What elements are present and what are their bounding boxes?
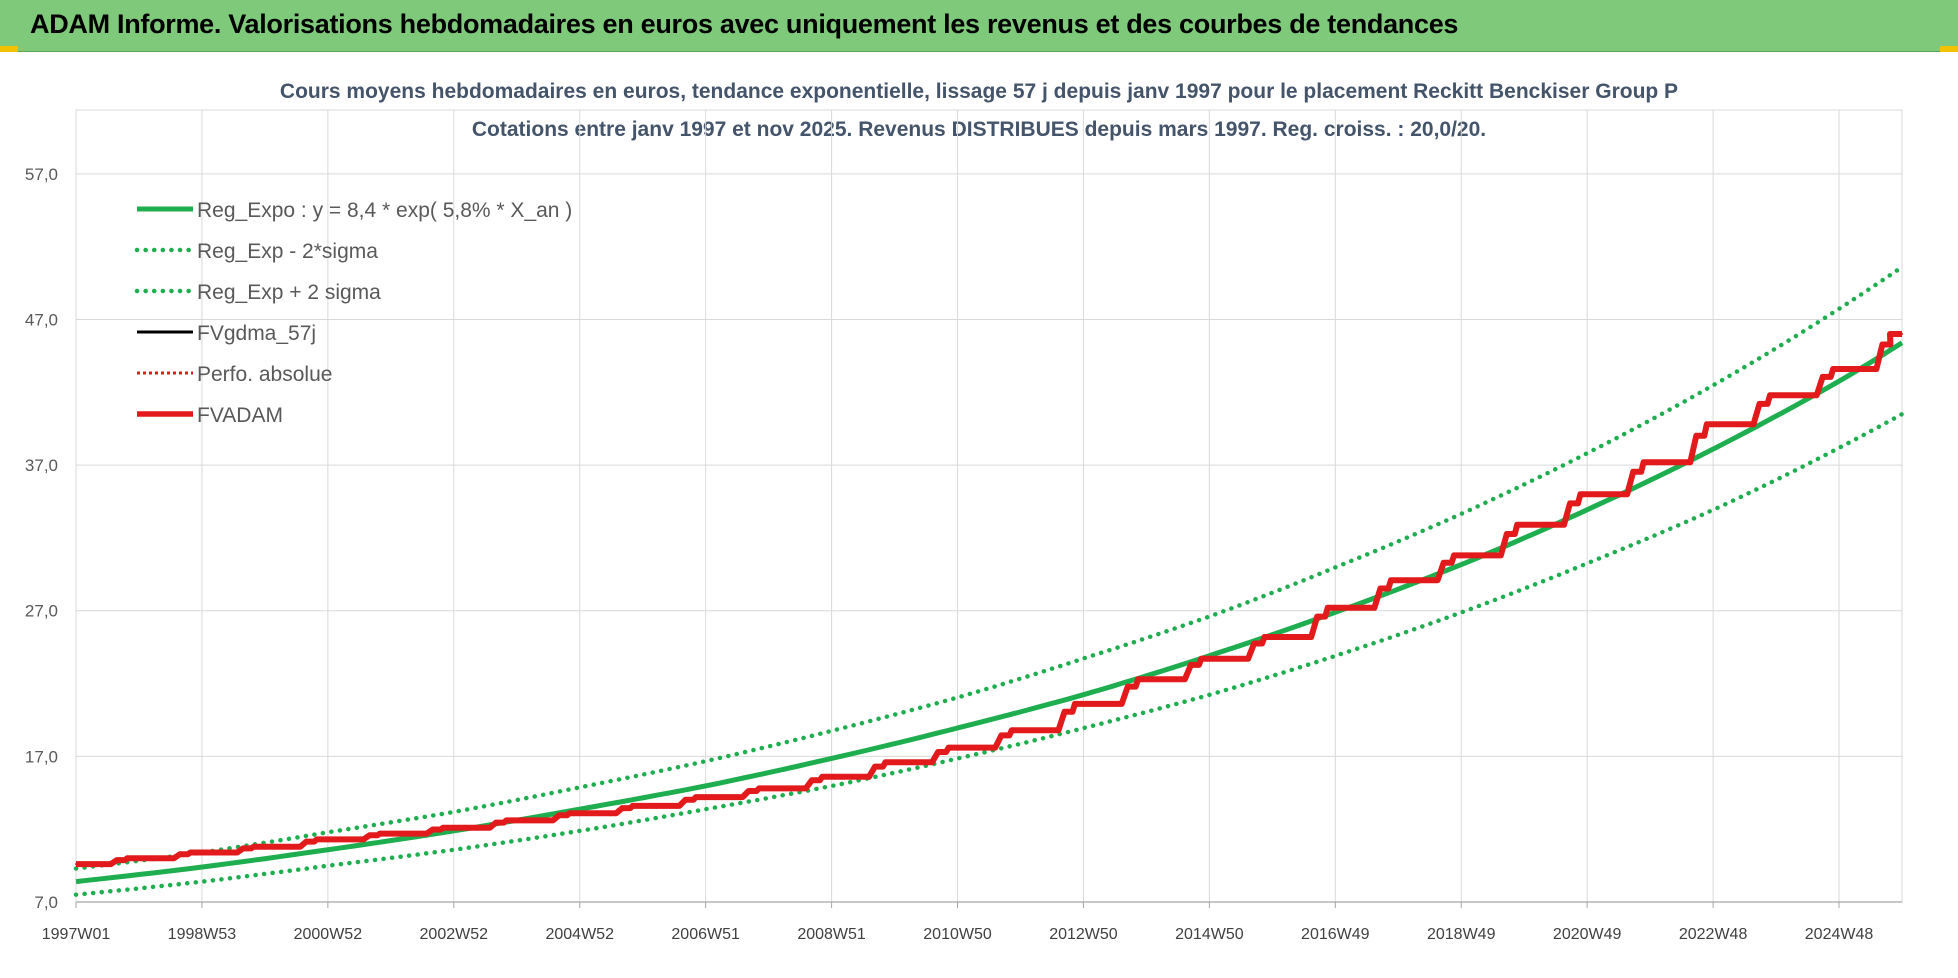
y-tick-label: 57,0 <box>25 165 58 184</box>
chart-subtitle: Cotations entre janv 1997 et nov 2025. R… <box>471 118 1487 141</box>
corner-marker <box>1940 46 1958 52</box>
chart-title: Cours moyens hebdomadaires en euros, ten… <box>279 80 1679 103</box>
legend-label: Reg_Expo : y = 8,4 * exp( 5,8% * X_an ) <box>197 199 572 222</box>
series-line-1 <box>73 411 1905 897</box>
y-tick-label: 37,0 <box>25 456 58 475</box>
y-axis: 7,0 17,0 27,0 37,0 47,0 57,0 <box>25 165 58 912</box>
x-tick-label: 2010W50 <box>923 926 992 943</box>
y-tick-label: 7,0 <box>34 893 58 912</box>
corner-marker <box>0 46 18 52</box>
y-tick-label: 17,0 <box>25 747 58 766</box>
x-tick-label: 2022W48 <box>1679 926 1748 943</box>
x-tick-label: 1998W53 <box>168 926 237 943</box>
report-title: ADAM Informe. Valorisations hebdomadaire… <box>30 9 1459 39</box>
x-tick-label: 2006W51 <box>671 926 740 943</box>
legend-label: FVADAM <box>197 404 283 427</box>
y-tick-label: 27,0 <box>25 602 58 621</box>
x-tick-label: 2000W52 <box>294 926 363 943</box>
series-line-2 <box>73 264 1905 871</box>
x-tick-label: 2024W48 <box>1805 926 1874 943</box>
series-line-5 <box>76 331 1902 868</box>
x-tick-label: 2014W50 <box>1175 926 1244 943</box>
series-line-0 <box>75 340 1904 885</box>
x-tick-label: 2012W50 <box>1049 926 1118 943</box>
series-line-3 <box>76 332 1902 866</box>
x-tick-label: 2004W52 <box>545 926 614 943</box>
plot-area <box>75 109 1903 903</box>
legend-label: FVgdma_57j <box>197 322 316 345</box>
report-header: ADAM Informe. Valorisations hebdomadaire… <box>0 0 1958 52</box>
y-tick-label: 47,0 <box>25 310 58 329</box>
legend-label: Reg_Exp - 2*sigma <box>197 240 378 263</box>
series <box>73 264 1905 897</box>
legend: Reg_Expo : y = 8,4 * exp( 5,8% * X_an ) R… <box>134 199 572 427</box>
series-line-4 <box>75 333 1903 866</box>
legend-label: Reg_Exp + 2 sigma <box>197 281 381 304</box>
x-tick-label: 2016W49 <box>1301 926 1370 943</box>
x-tick-label: 2002W52 <box>420 926 489 943</box>
x-tick-label: 2008W51 <box>797 926 866 943</box>
x-axis: 1997W01 1998W53 2000W52 2002W52 2004W52 2006W… <box>42 901 1902 943</box>
legend-label: Perfo. absolue <box>197 363 332 386</box>
x-tick-label: 1997W01 <box>42 926 111 943</box>
x-tick-label: 2020W49 <box>1553 926 1622 943</box>
x-tick-label: 2018W49 <box>1427 926 1496 943</box>
grid <box>75 109 1903 903</box>
